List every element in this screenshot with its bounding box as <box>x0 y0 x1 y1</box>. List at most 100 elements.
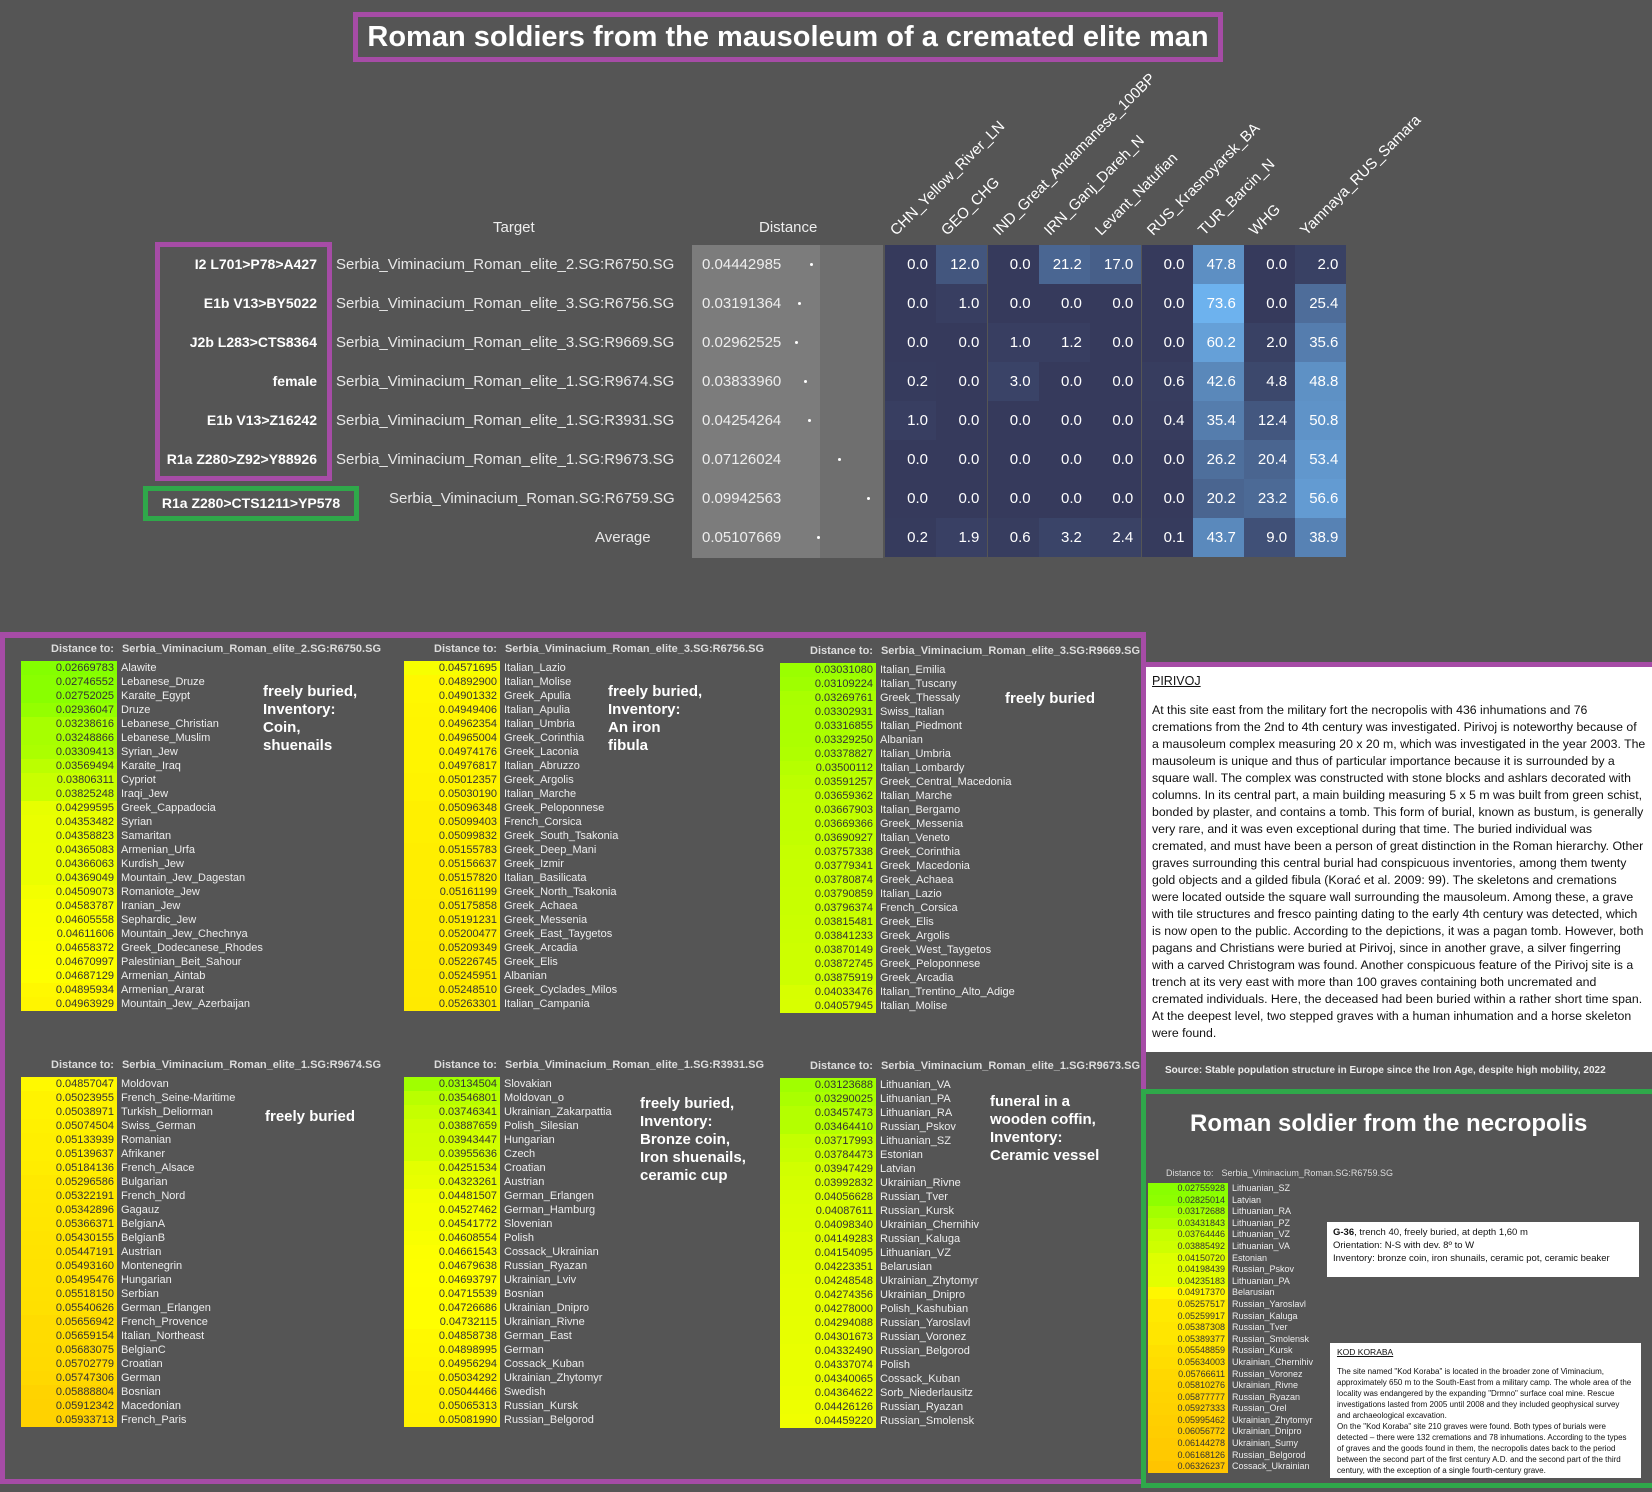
admixture-cell: 0.0 <box>987 284 1039 323</box>
distance-value: 0.05634003 <box>1148 1356 1228 1369</box>
population-name: Russian_Belgorod <box>880 1345 970 1357</box>
distance-value: 0.04235183 <box>1148 1275 1228 1288</box>
list-item: 0.03316855 Italian_Piedmont <box>780 719 1150 733</box>
column-header: WHG <box>1246 201 1285 239</box>
admixture-cell: 2.0 <box>1295 245 1347 284</box>
list-item: 0.05495476 Hungarian <box>21 1273 391 1287</box>
population-name: French_Paris <box>121 1414 187 1426</box>
population-name: Lebanese_Druze <box>121 676 205 688</box>
list-item: 0.05877777 Russian_Ryazan <box>1148 1391 1518 1404</box>
distance-value: 0.06326237 <box>1148 1461 1228 1473</box>
distance-value: 0.05342896 <box>21 1203 117 1217</box>
note-line: Iron shuenails, <box>640 1149 746 1166</box>
population-name: Latvian <box>1232 1194 1262 1205</box>
list-item: 0.04901332 Greek_Apulia <box>404 689 774 703</box>
population-name: Montenegrin <box>121 1260 183 1272</box>
distance-value: 0.05518150 <box>21 1287 117 1301</box>
distance-value: 0.06144278 <box>1148 1438 1228 1450</box>
distance-value: 0.03825248 <box>21 787 117 801</box>
admixture-cell: 25.4 <box>1295 284 1347 323</box>
admixture-cell: 0.0 <box>987 440 1039 479</box>
distance-value: 0.03172688 <box>1148 1206 1228 1218</box>
distance-value: 0.04956294 <box>404 1357 500 1371</box>
list-item: 0.04857047 Moldovan <box>21 1077 391 1091</box>
population-name: Greek_Laconia <box>504 746 579 758</box>
distance-value: 0.04301673 <box>780 1330 876 1344</box>
population-name: Swedish <box>504 1386 546 1398</box>
distance-value: 0.03316855 <box>780 719 876 733</box>
panel-title: Distance to: Serbia_Viminacium_Roman_elit… <box>810 1060 1150 1072</box>
list-item: 0.04965004 Greek_Corinthia <box>404 731 774 745</box>
population-name: Lithuanian_VZ <box>1232 1229 1291 1240</box>
admixture-cell: 1.0 <box>936 284 988 323</box>
admixture-cell: 1.0 <box>987 323 1039 362</box>
distance-value: 0.03887659 <box>404 1119 500 1133</box>
distance-value: 0.03841233 <box>780 929 876 943</box>
list-item: 0.03031080 Italian_Emilia <box>780 663 1150 677</box>
haplogroup-label: E1b V13>BY5022 <box>203 295 317 311</box>
population-name: Italian_Molise <box>880 1000 948 1012</box>
distance-value: 0.05389377 <box>1148 1333 1228 1346</box>
population-name: Ukrainian_Sumy <box>1232 1438 1299 1449</box>
population-name: BelgianA <box>121 1218 166 1230</box>
distance-value: 0.04459220 <box>780 1414 876 1428</box>
list-item: 0.05161199 Greek_North_Tsakonia <box>404 885 774 899</box>
distance-value: 0.04323261 <box>404 1175 500 1189</box>
note-line: Ceramic vessel <box>990 1147 1100 1164</box>
distance-dot <box>804 380 808 383</box>
distance-value: 0.04274356 <box>780 1288 876 1302</box>
population-name: Lithuanian_VA <box>1232 1240 1290 1251</box>
distance-value: 0.03123688 <box>780 1078 876 1092</box>
list-item: 0.04278000 Polish_Kashubian <box>780 1302 1150 1316</box>
admixture-cell: 0.0 <box>1141 284 1193 323</box>
list-item: 0.05012357 Greek_Argolis <box>404 773 774 787</box>
distance-value: 0.04278000 <box>780 1302 876 1316</box>
list-item: 0.04949406 Italian_Apulia <box>404 703 774 717</box>
distance-value: 0.05447191 <box>21 1245 117 1259</box>
distance-dot <box>810 263 814 266</box>
population-name: Mountain_Jew_Chechnya <box>121 928 248 940</box>
admixture-cell: 17.0 <box>1090 245 1142 284</box>
target-header: Target <box>493 219 535 236</box>
note-line: wooden coffin, <box>990 1111 1096 1128</box>
list-item: 0.04527462 German_Hamburg <box>404 1203 774 1217</box>
population-name: German <box>121 1372 161 1384</box>
distance-value: 0.03947429 <box>780 1162 876 1176</box>
population-name: Ukrainian_Lviv <box>504 1274 577 1286</box>
distance-value: 0.04858738 <box>404 1329 500 1343</box>
admixture-cell: 0.0 <box>1244 284 1296 323</box>
list-item: 0.04366063 Kurdish_Jew <box>21 857 391 871</box>
distance-value: 0.04340065 <box>780 1372 876 1386</box>
list-item: 0.05096348 Greek_Peloponnese <box>404 801 774 815</box>
list-item: 0.04299595 Greek_Cappadocia <box>21 801 391 815</box>
population-name: Slovakian <box>504 1078 552 1090</box>
population-name: Russian_Yaroslavl <box>880 1317 971 1329</box>
distance-value: 0.04365083 <box>21 843 117 857</box>
population-name: Greek_Achaea <box>880 874 954 886</box>
admixture-cell: 0.2 <box>885 362 936 401</box>
population-name: Italian_Apulia <box>504 704 571 716</box>
grave-line3: Inventory: bronze coin, iron shunails, c… <box>1333 1253 1610 1264</box>
list-item: 0.04301673 Russian_Voronez <box>780 1330 1150 1344</box>
list-item: 0.04235183 Lithuanian_PA <box>1148 1275 1518 1288</box>
list-item: 0.03329250 Albanian <box>780 733 1150 747</box>
admixture-cell: 0.0 <box>936 479 988 518</box>
list-item: 0.05810276 Ukrainian_Rivne <box>1148 1380 1518 1392</box>
population-name: Swiss_Italian <box>880 706 945 718</box>
distance-value: 0.03659362 <box>780 789 876 803</box>
distance-value: 0.04732115 <box>404 1315 500 1329</box>
list-item: 0.05044466 Swedish <box>404 1385 774 1399</box>
population-name: Estonian <box>1232 1252 1268 1263</box>
population-name: Polish <box>880 1359 910 1371</box>
distance-value: 0.04583787 <box>21 899 117 913</box>
population-name: Armenian_Ararat <box>121 984 205 996</box>
distance-value: 0.03875919 <box>780 971 876 985</box>
list-item: 0.05766611 Russian_Voronez <box>1148 1368 1518 1381</box>
population-name: Russian_Pskov <box>880 1121 956 1133</box>
population-name: French_Corsica <box>504 816 582 828</box>
list-item: 0.03431843 Lithuanian_PZ <box>1148 1217 1518 1230</box>
distance-value: 0.03269761 <box>780 691 876 705</box>
population-name: Iranian_Jew <box>121 900 181 912</box>
population-name: Lithuanian_SZ <box>1232 1183 1291 1193</box>
list-item: 0.03464410 Russian_Pskov <box>780 1120 1150 1134</box>
